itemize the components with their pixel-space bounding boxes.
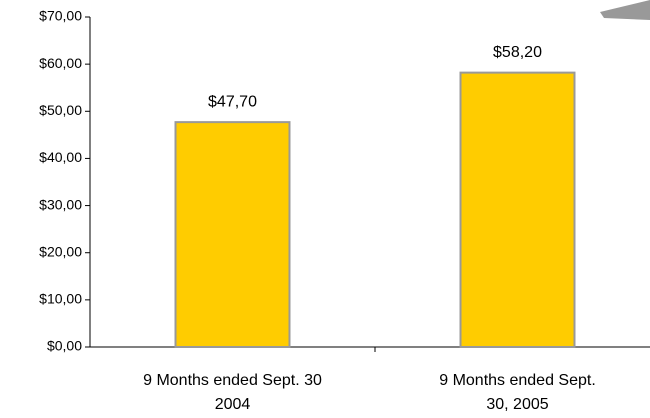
y-tick-label: $60,00 [39,55,82,71]
bar [459,71,576,348]
y-tick-label: $20,00 [39,243,82,259]
y-tick-label: $40,00 [39,149,82,165]
value-label: $47,70 [208,93,257,110]
y-tick-label: $10,00 [39,291,82,307]
y-tick-label: $70,00 [39,8,82,24]
x-tick-label: 9 Months ended Sept. 30 2004 [143,372,322,413]
decoration [600,0,650,20]
x-tick-label: 9 Months ended Sept. 30, 2005 [439,372,596,413]
value-label: $58,20 [493,44,542,61]
y-tick-label: $50,00 [39,102,82,118]
y-tick-label: $0,00 [47,338,82,354]
y-tick-label: $30,00 [39,196,82,212]
bar [174,121,291,348]
